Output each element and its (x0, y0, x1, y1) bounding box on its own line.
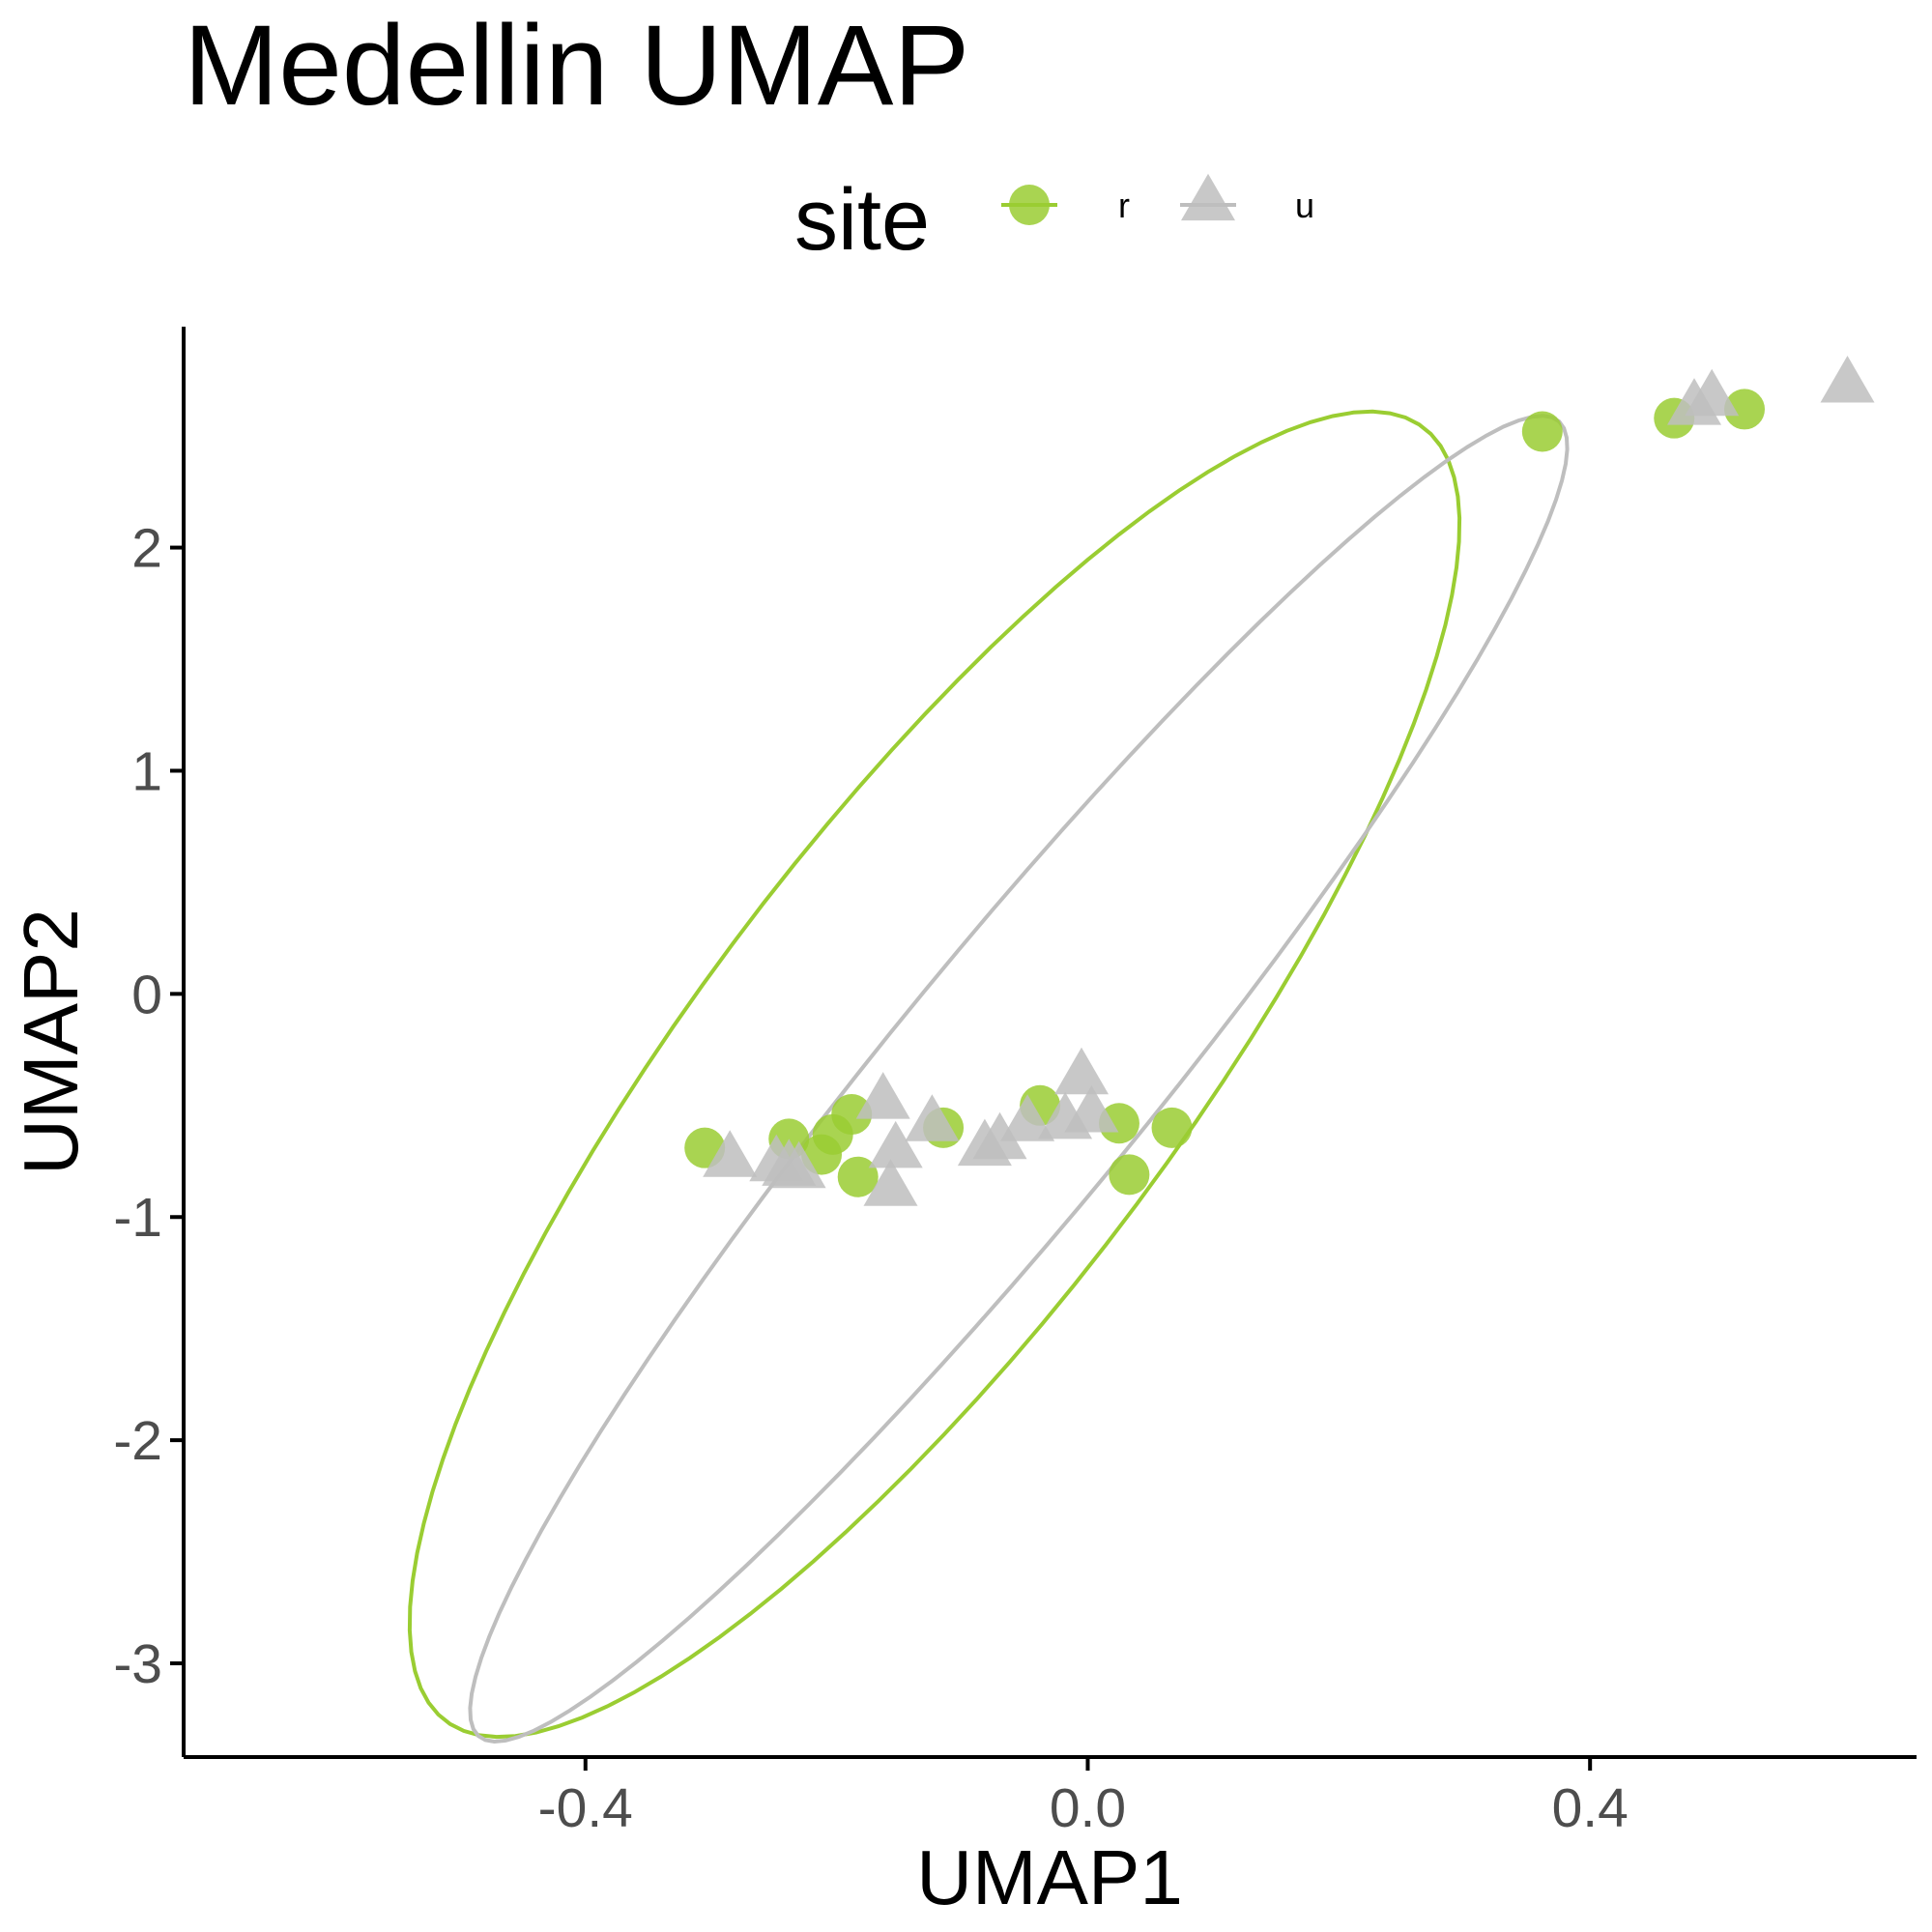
point-u (1685, 368, 1740, 417)
confidence-ellipses (407, 409, 1570, 1745)
point-u (1000, 1094, 1055, 1141)
point-u (868, 1120, 923, 1168)
point-u (863, 1159, 918, 1206)
point-u (771, 1140, 826, 1189)
y-tick-label: 0 (131, 964, 162, 1025)
x-tick-label: 0.4 (1552, 1777, 1629, 1839)
point-r (1521, 411, 1563, 452)
x-axis-ticks: -0.4 0.0 0.4 (538, 1757, 1629, 1839)
point-r (1109, 1154, 1150, 1196)
legend-label-u: u (1295, 186, 1314, 225)
y-tick-label: -2 (113, 1410, 162, 1472)
point-r (1151, 1107, 1193, 1148)
y-axis-ticks: -3 -2 -1 0 1 2 (113, 518, 184, 1695)
point-r (1098, 1103, 1139, 1144)
point-r (837, 1156, 879, 1197)
point-u (1064, 1085, 1119, 1133)
axes: -0.4 0.0 0.4 -3 -2 -1 0 1 2 (113, 327, 1917, 1839)
ellipse-u (468, 414, 1570, 1745)
point-u (905, 1094, 960, 1141)
x-axis-title: UMAP1 (916, 1834, 1183, 1920)
point-u (855, 1072, 910, 1119)
point-r (831, 1094, 873, 1136)
legend-title: site (794, 172, 930, 269)
data-points (684, 356, 1875, 1206)
legend-label-r: r (1118, 186, 1130, 225)
y-tick-label: 2 (131, 518, 162, 580)
chart-title: Medellin UMAP (184, 2, 969, 130)
point-r (1723, 389, 1765, 430)
legend-key-r (1009, 185, 1050, 225)
x-tick-label: 0.0 (1050, 1777, 1126, 1839)
x-tick-label: -0.4 (538, 1777, 633, 1839)
y-tick-label: -3 (113, 1633, 162, 1695)
ellipse-r (407, 409, 1462, 1740)
y-axis-title: UMAP2 (8, 908, 94, 1175)
point-u (703, 1130, 758, 1177)
y-tick-label: 1 (131, 740, 162, 802)
point-u (972, 1111, 1027, 1160)
point-u (1820, 356, 1875, 403)
point-u (1054, 1047, 1109, 1095)
y-tick-label: -1 (113, 1187, 162, 1249)
legend-key-u (1181, 173, 1235, 221)
